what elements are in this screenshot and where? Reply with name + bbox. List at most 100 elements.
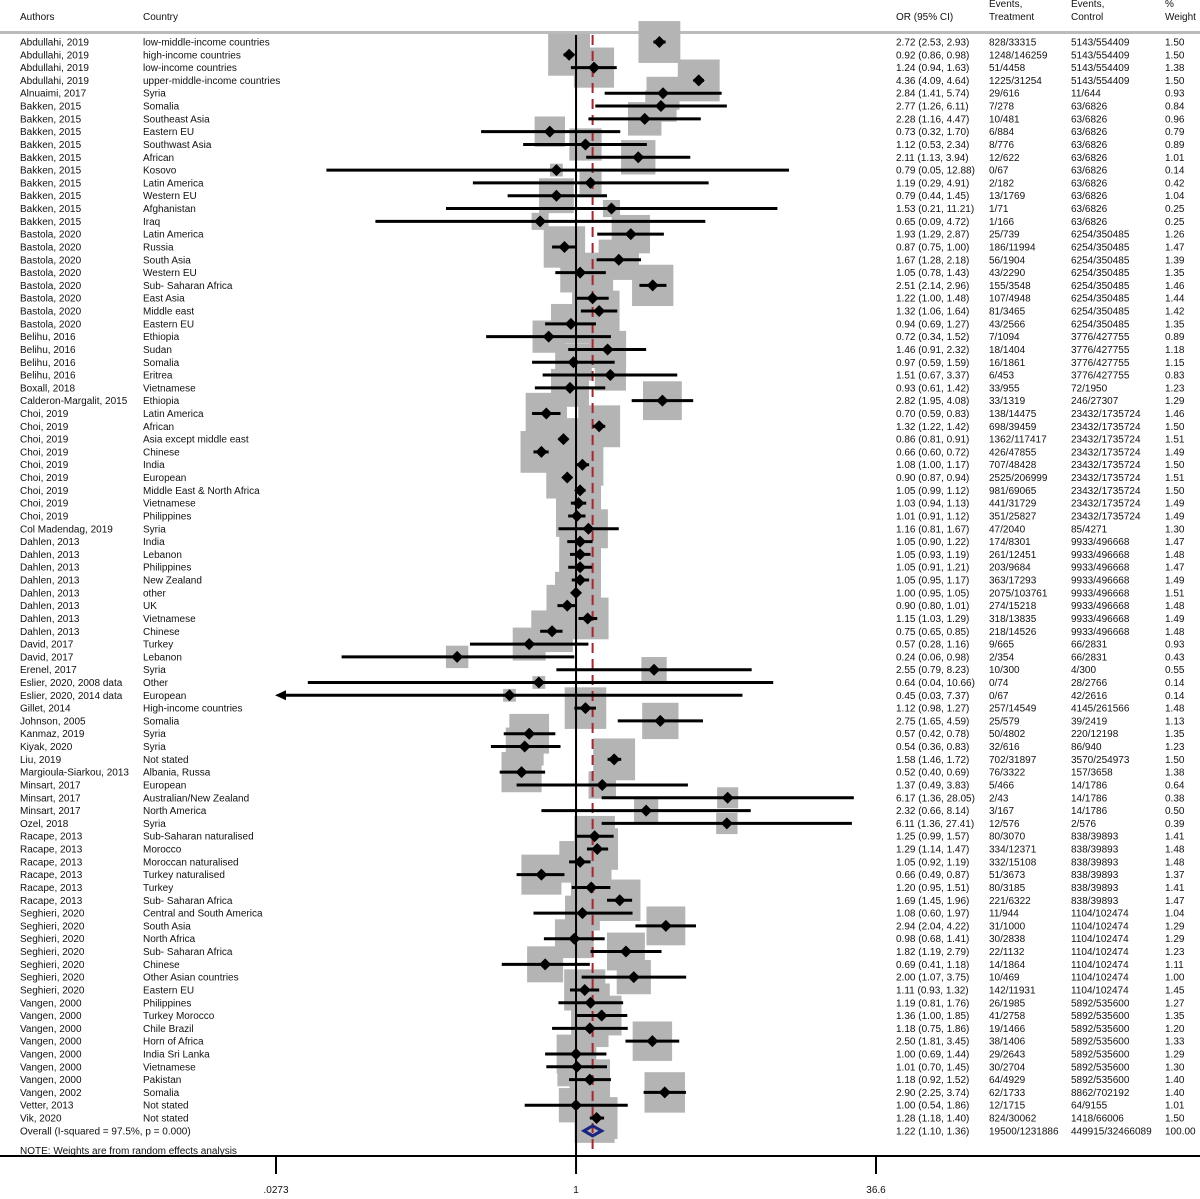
events-control-cell: 1104/102474	[1071, 909, 1129, 920]
author-cell: Dahlen, 2013	[20, 601, 80, 612]
weight-cell: 1.49	[1165, 447, 1185, 458]
country-cell: India	[143, 537, 165, 548]
events-control-cell: 5892/535600	[1071, 1024, 1130, 1035]
point-estimate	[583, 1073, 596, 1086]
table-row: David, 2017 Lebanon 0.24 (0.06, 0.98) 2/354…	[20, 652, 1185, 663]
events-control-cell: 1418/66006	[1071, 1114, 1124, 1125]
country-cell: Asia except middle east	[143, 435, 249, 446]
events-treatment-cell: 5/466	[989, 780, 1014, 791]
events-control-cell: 72/1950	[1071, 383, 1108, 394]
weight-cell: 1.45	[1165, 985, 1185, 996]
point-estimate	[720, 817, 733, 830]
point-estimate	[535, 445, 548, 458]
weight-cell: 0.14	[1165, 691, 1185, 702]
country-cell: Philippines	[143, 998, 191, 1009]
point-estimate	[572, 497, 585, 510]
header-rule	[0, 31, 1200, 34]
or-ci-cell: 0.57 (0.28, 1.16)	[896, 640, 969, 651]
point-estimate	[593, 420, 606, 433]
events-control-cell: 3776/427755	[1071, 345, 1130, 356]
or-ci-cell: 0.93 (0.61, 1.42)	[896, 383, 969, 394]
weight-cell: 1.23	[1165, 947, 1185, 958]
events-control-cell: 28/2766	[1071, 678, 1108, 689]
events-control-cell: 63/6826	[1071, 102, 1108, 113]
point-estimate	[574, 574, 587, 587]
or-ci-cell: 0.90 (0.80, 1.01)	[896, 601, 969, 612]
weight-cell: 1.42	[1165, 307, 1185, 318]
author-cell: Kanmaz, 2019	[20, 729, 85, 740]
weight-cell: 0.38	[1165, 793, 1185, 804]
table-row: Racape, 2013 Sub- Saharan Africa 1.69 (1.4…	[20, 896, 1185, 907]
weight-cell: 1.51	[1165, 588, 1185, 599]
point-estimate	[601, 343, 614, 356]
weight-cell: 1.51	[1165, 473, 1185, 484]
table-row: Boxall, 2018 Vietnamese 0.93 (0.61, 1.42) 3…	[20, 383, 1185, 394]
country-cell: Syria	[143, 524, 166, 535]
or-ci-cell: 2.82 (1.95, 4.08)	[896, 396, 969, 407]
events-control-cell: 5892/535600	[1071, 998, 1130, 1009]
or-ci-cell: 2.11 (1.13, 3.94)	[896, 153, 969, 164]
events-treatment-cell: 41/2758	[989, 1011, 1026, 1022]
point-estimate	[561, 599, 574, 612]
point-estimate	[591, 843, 604, 856]
table-row: Choi, 2019 Latin America 0.70 (0.59, 0.83)…	[20, 409, 1185, 420]
country-cell: Somalia	[143, 358, 180, 369]
author-cell: Eslier, 2020, 2008 data	[20, 678, 123, 689]
events-treatment-cell: 2/182	[989, 178, 1014, 189]
author-cell: Vangen, 2000	[20, 1024, 82, 1035]
weight-cell: 0.25	[1165, 217, 1185, 228]
table-row: Minsart, 2017 European 1.37 (0.49, 3.83) 5/…	[20, 780, 1185, 791]
author-cell: Bakken, 2015	[20, 204, 82, 215]
events-control-cell: 63/6826	[1071, 217, 1108, 228]
author-cell: David, 2017	[20, 652, 74, 663]
table-row: Bakken, 2015 Latin America 1.19 (0.29, 4.9…	[20, 178, 1185, 189]
point-estimate	[570, 1099, 583, 1112]
point-estimate	[654, 714, 667, 727]
table-row: Calderon-Margalit, 2015 Ethiopia 2.82 (1.9…	[20, 396, 1185, 407]
country-cell: Afghanistan	[143, 204, 196, 215]
country-cell: Turkey	[143, 883, 173, 894]
weight-cell: 0.14	[1165, 678, 1185, 689]
or-ci-cell: 1.00 (0.54, 1.86)	[896, 1101, 969, 1112]
events-control-cell: 63/6826	[1071, 127, 1108, 138]
point-estimate	[574, 266, 587, 279]
events-treatment-cell: 29/616	[989, 89, 1020, 100]
events-control-cell: 8862/702192	[1071, 1088, 1130, 1099]
point-estimate	[654, 100, 667, 113]
or-ci-cell: 0.54 (0.36, 0.83)	[896, 742, 969, 753]
author-cell: Seghieri, 2020	[20, 947, 85, 958]
events-treatment-cell: 218/14526	[989, 627, 1037, 638]
country-cell: Chile Brazil	[143, 1024, 194, 1035]
or-ci-cell: 1.93 (1.29, 2.87)	[896, 230, 969, 241]
point-estimate	[604, 369, 617, 382]
table-row: Dahlen, 2013 Philippines 1.05 (0.91, 1.21)…	[20, 563, 1185, 574]
weight-cell: 0.64	[1165, 780, 1185, 791]
author-cell: Vangen, 2000	[20, 1075, 82, 1086]
or-ci-cell: 0.79 (0.44, 1.45)	[896, 191, 969, 202]
weight-cell: 1.49	[1165, 614, 1185, 625]
events-treatment-cell: 2075/103761	[989, 588, 1048, 599]
table-row: Bakken, 2015 African 2.11 (1.13, 3.94) 12/6…	[20, 153, 1185, 164]
weight-cell: 0.84	[1165, 102, 1185, 113]
events-control-cell: 23432/1735724	[1071, 460, 1141, 471]
table-row: Bakken, 2015 Afghanistan 1.53 (0.21, 11.21…	[20, 204, 1185, 215]
events-control-cell: 6254/350485	[1071, 242, 1130, 253]
or-ci-cell: 2.84 (1.41, 5.74)	[896, 89, 969, 100]
footnote: NOTE: Weights are from random effects an…	[20, 1146, 237, 1157]
point-estimate	[534, 215, 547, 228]
table-row: Seghieri, 2020 North Africa 0.98 (0.68, 1.…	[20, 934, 1185, 945]
weight-cell: 1.38	[1165, 63, 1185, 74]
weight-cell: 0.14	[1165, 166, 1185, 177]
country-cell: African	[143, 153, 174, 164]
events-treatment-cell: 25/739	[989, 230, 1020, 241]
country-cell: Horn of Africa	[143, 1037, 204, 1048]
events-control-cell: 5892/535600	[1071, 1062, 1130, 1073]
weight-cell: 1.41	[1165, 832, 1185, 843]
events-control-cell: 23432/1735724	[1071, 486, 1141, 497]
table-row: Abdullahi, 2019 high-income countries 0.92…	[20, 50, 1185, 61]
point-estimate	[632, 151, 645, 164]
point-estimate	[605, 202, 618, 215]
events-control-cell: 9933/496668	[1071, 537, 1130, 548]
events-treatment-cell: 80/3185	[989, 883, 1026, 894]
weight-cell: 1.46	[1165, 281, 1185, 292]
